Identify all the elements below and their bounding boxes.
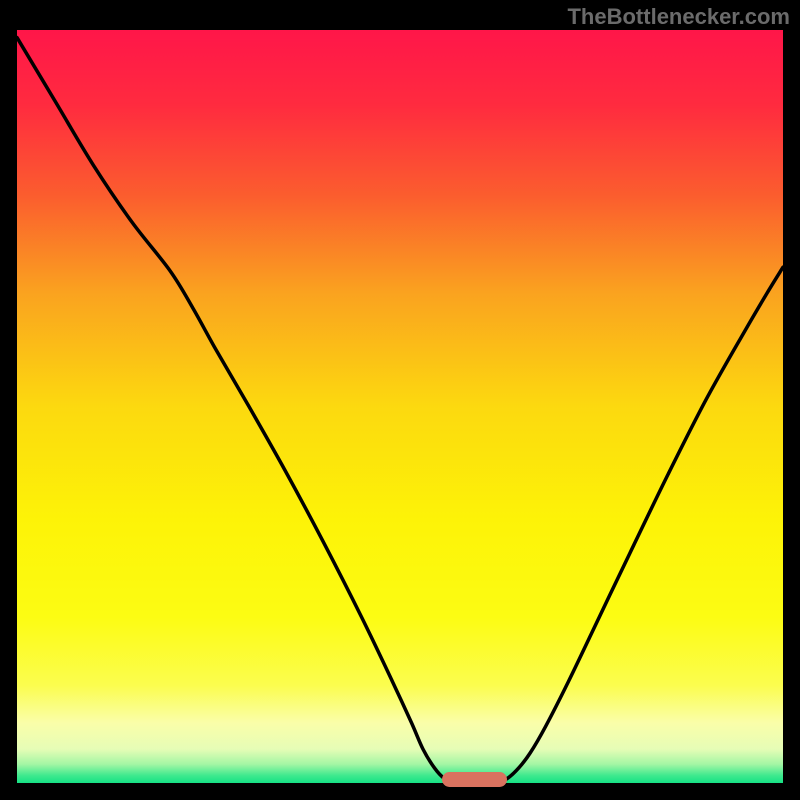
attribution-text: TheBottlenecker.com xyxy=(567,4,790,30)
gradient-fill xyxy=(17,30,783,783)
plot-svg xyxy=(17,30,783,783)
optimal-marker xyxy=(442,772,507,787)
chart-container: TheBottlenecker.com xyxy=(0,0,800,800)
plot-area xyxy=(17,30,783,783)
